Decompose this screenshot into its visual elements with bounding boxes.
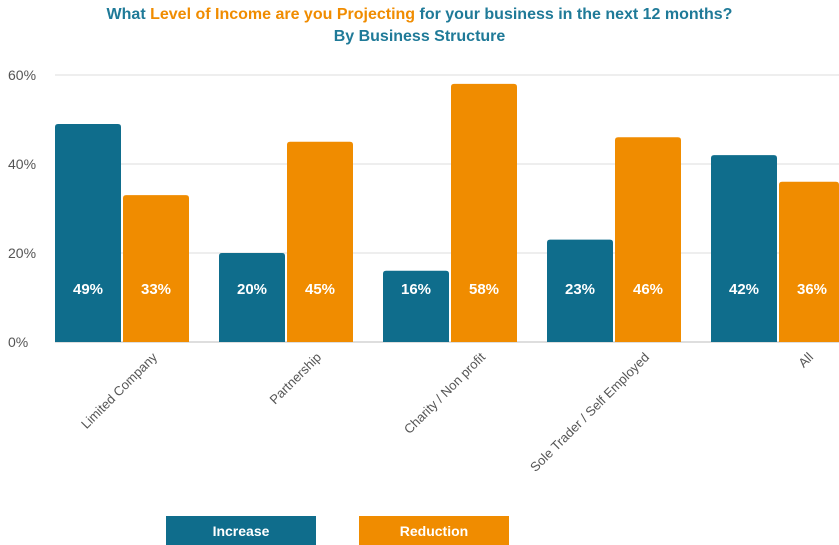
y-tick-label: 20%	[8, 245, 36, 261]
increase-bar	[55, 123, 121, 342]
data-label: 16%	[401, 281, 431, 298]
legend-reduction-label: Reduction	[399, 522, 469, 539]
x-tick-label: Partnership	[267, 350, 325, 408]
legend-increase: Increase	[166, 516, 316, 545]
chart-subtitle: By Business Structure	[333, 28, 506, 45]
reduction-bar	[123, 195, 189, 342]
data-label: 49%	[73, 281, 103, 298]
chart-title: What Level of Income are you Projecting …	[0, 4, 839, 48]
data-label: 33%	[141, 281, 171, 298]
data-label: 42%	[729, 281, 759, 298]
reduction-bar	[451, 83, 517, 343]
legend-reduction: Reduction	[359, 516, 509, 545]
data-label: 46%	[633, 281, 663, 298]
increase-bar	[711, 155, 777, 342]
title-highlight: Level of Income are you Projecting	[150, 6, 416, 23]
reduction-bar	[779, 181, 839, 342]
increase-bar	[547, 239, 613, 342]
x-tick-label: Charity / Non profit	[401, 349, 489, 437]
increase-bar	[383, 270, 449, 342]
reduction-bar	[287, 141, 353, 342]
data-label: 58%	[469, 281, 499, 298]
x-tick-label: Sole Trader / Self Employed	[527, 350, 652, 475]
x-tick-label: Limited Company	[78, 349, 160, 431]
data-label: 23%	[565, 281, 595, 298]
y-tick-label: 60%	[8, 67, 36, 83]
reduction-bar	[615, 137, 681, 342]
title-part2: for your business in the next 12 months?	[415, 6, 733, 23]
legend-increase-label: Increase	[212, 522, 270, 539]
x-tick-label: All	[795, 349, 816, 370]
chart-title-line1: What Level of Income are you Projecting …	[0, 4, 839, 26]
data-label: 45%	[305, 281, 335, 298]
data-label: 20%	[237, 281, 267, 298]
y-tick-label: 40%	[8, 156, 36, 172]
y-tick-label: 0%	[8, 334, 28, 350]
title-part1: What	[106, 6, 151, 23]
data-label: 36%	[797, 281, 827, 298]
increase-bar	[219, 253, 285, 342]
